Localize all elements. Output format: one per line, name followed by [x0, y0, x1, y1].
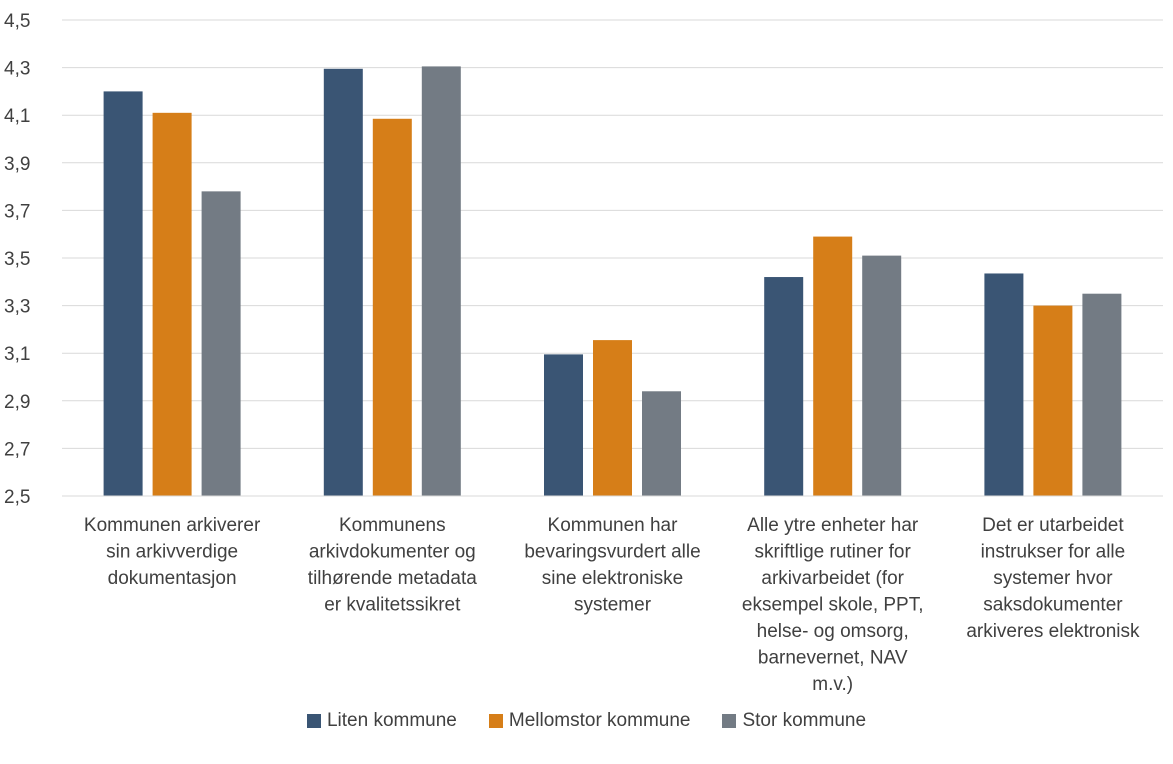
x-category-label: Det er utarbeidet instrukser for alle syst…: [966, 515, 1140, 642]
x-category-label-line: tilhørende metadata: [308, 568, 477, 589]
y-tick-label: 3,1: [4, 344, 30, 365]
x-category-label-line: bevaringsvurdert alle: [524, 542, 700, 563]
x-category-label-line: instrukser for alle: [981, 542, 1126, 563]
x-category-label-line: Kommunen har: [548, 515, 679, 536]
x-category-label: Alle ytre enheter har skriftlige rutiner …: [742, 515, 924, 695]
bar-liten-kommune-5: [984, 273, 1024, 496]
x-category-label-line: arkiveres elektronisk: [966, 621, 1140, 642]
bar-mellomstor-kommune-3: [593, 340, 632, 496]
bar-stor-kommune-3: [642, 391, 681, 496]
x-category-label-line: systemer: [574, 595, 652, 616]
legend-item-stor: Stor kommune: [722, 710, 866, 732]
bars: [103, 66, 1122, 497]
legend-item-mellomstor: Mellomstor kommune: [488, 710, 691, 732]
y-tick-label: 2,9: [4, 392, 30, 413]
x-category-label-line: systemer hvor: [993, 568, 1113, 589]
x-category-label-line: sin arkivverdige: [106, 542, 238, 563]
bar-mellomstor-kommune-4: [813, 236, 853, 496]
x-category-label-line: saksdokumenter: [983, 595, 1123, 616]
x-category-label: Kommunen arkiverer sin arkivverdige dokume…: [84, 515, 261, 589]
bar-liten-kommune-3: [544, 354, 583, 496]
x-category-label-line: skriftlige rutiner for: [755, 542, 912, 563]
legend-swatch-mellomstor: [488, 714, 503, 728]
category-labels: Kommunen arkiverer sin arkivverdige dokume…: [84, 515, 1140, 695]
y-tick-label: 4,1: [4, 106, 30, 127]
x-category-label-line: dokumentasjon: [108, 568, 237, 589]
y-tick-label: 3,5: [4, 249, 30, 270]
y-tick-label: 3,9: [4, 154, 30, 175]
x-category-label-line: Alle ytre enheter har: [747, 515, 919, 536]
x-category-label-line: arkivdokumenter og: [309, 542, 476, 563]
x-category-label-line: helse- og omsorg,: [757, 621, 909, 642]
x-category-label-line: sine elektroniske: [542, 568, 684, 589]
bar-stor-kommune-4: [862, 255, 902, 496]
x-category-label-line: Kommunens: [339, 515, 446, 536]
y-tick-label: 4,3: [4, 59, 30, 80]
x-category-label: Kommunens arkivdokumenter og tilhørende me…: [308, 515, 477, 616]
legend-swatch-stor: [722, 714, 737, 728]
x-category-label-line: barnevernet, NAV: [758, 648, 908, 669]
legend-label-stor: Stor kommune: [742, 710, 867, 731]
bar-mellomstor-kommune-1: [152, 112, 192, 496]
bar-stor-kommune-5: [1082, 293, 1122, 496]
legend: Liten kommune Mellomstor kommune Stor ko…: [0, 710, 1173, 732]
bar-liten-kommune-4: [764, 277, 804, 496]
bar-liten-kommune-2: [323, 68, 363, 496]
x-category-label: Kommunen har bevaringsvurdert alle sine el…: [524, 515, 700, 616]
y-tick-label: 3,3: [4, 297, 30, 318]
y-axis-ticks: 2,5 2,7 2,9 3,1 3,3 3,5 3,7 3,9 4,1 4,3 4,5: [4, 11, 30, 508]
x-category-label-line: er kvalitetssikret: [324, 595, 461, 616]
bar-stor-kommune-1: [201, 191, 241, 497]
bar-mellomstor-kommune-5: [1033, 305, 1073, 496]
bar-liten-kommune-1: [103, 91, 143, 497]
y-tick-label: 4,5: [4, 11, 30, 32]
y-tick-label: 2,5: [4, 487, 30, 508]
x-category-label-line: m.v.): [812, 674, 853, 695]
x-category-label-line: eksempel skole, PPT,: [742, 595, 924, 616]
y-tick-label: 3,7: [4, 201, 30, 222]
x-category-label-line: arkivarbeidet (for: [761, 568, 904, 589]
legend-label-mellomstor: Mellomstor kommune: [508, 710, 691, 731]
legend-label-liten: Liten kommune: [326, 710, 457, 731]
x-category-label-line: Det er utarbeidet: [982, 515, 1124, 536]
gridlines: [62, 19, 1163, 449]
bar-stor-kommune-2: [421, 66, 461, 496]
legend-item-liten: Liten kommune: [306, 710, 457, 732]
legend-swatch-liten: [306, 714, 321, 728]
y-tick-label: 2,7: [4, 439, 30, 460]
bar-mellomstor-kommune-2: [372, 118, 412, 497]
x-category-label-line: Kommunen arkiverer: [84, 515, 261, 536]
